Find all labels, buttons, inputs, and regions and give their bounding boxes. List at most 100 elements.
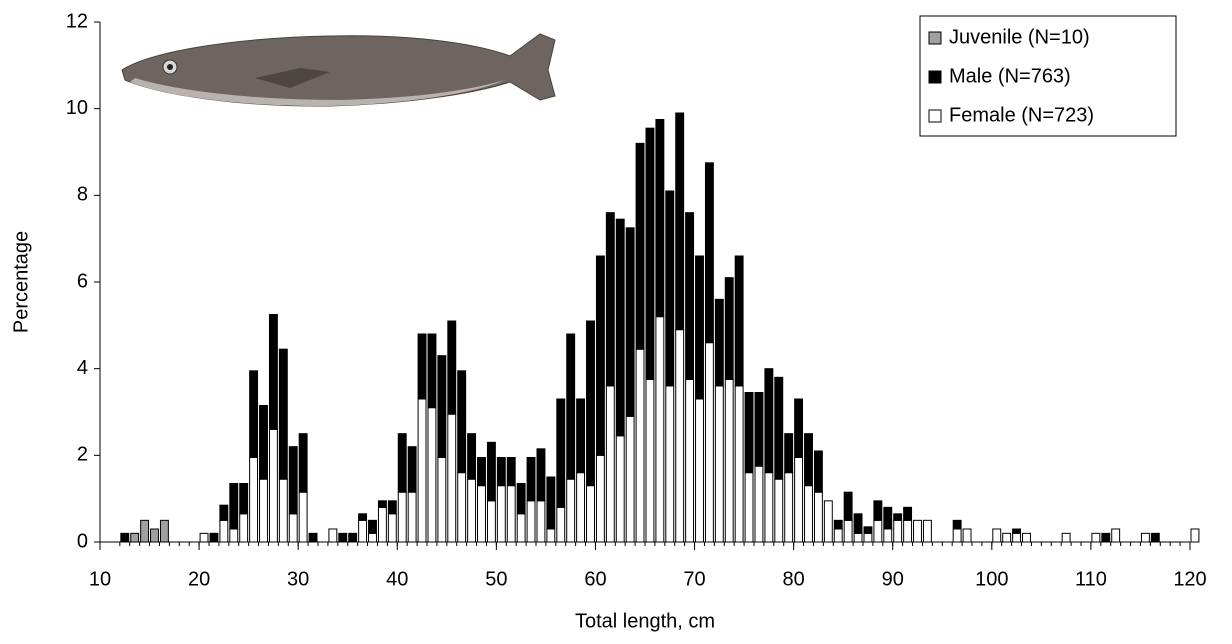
bar-segment xyxy=(219,504,229,521)
bar-segment xyxy=(140,519,150,543)
bar-segment xyxy=(457,472,467,543)
bar-segment xyxy=(427,333,437,409)
bar-segment xyxy=(843,519,853,543)
bar-segment xyxy=(298,491,308,543)
bar-segment xyxy=(714,298,724,387)
bar-segment xyxy=(120,532,130,543)
bar-segment xyxy=(308,532,318,543)
bar-segment xyxy=(526,500,536,543)
bar-segment xyxy=(556,506,566,543)
bar-segment xyxy=(397,491,407,543)
bar-segment xyxy=(883,528,893,543)
bar-segment xyxy=(219,519,229,543)
bar-segment xyxy=(744,472,754,543)
bar-segment xyxy=(407,446,417,493)
y-tick-label: 12 xyxy=(66,10,88,32)
fish-illustration xyxy=(121,33,556,107)
bar-segment xyxy=(259,478,268,543)
bar-segment xyxy=(467,433,477,480)
legend-label: Juvenile (N=10) xyxy=(949,26,1090,48)
bar-segment xyxy=(704,342,714,543)
legend-label: Male (N=763) xyxy=(949,65,1071,87)
bar-segment xyxy=(546,528,556,543)
bar-segment xyxy=(1012,532,1022,543)
bar-segment xyxy=(467,478,477,543)
bar-segment xyxy=(774,478,784,543)
bar-segment xyxy=(477,457,486,487)
bar-segment xyxy=(130,532,140,543)
bar-segment xyxy=(368,532,377,543)
bar-segment xyxy=(259,405,268,480)
legend-box xyxy=(919,15,1177,137)
bar-segment xyxy=(764,368,774,474)
bar-segment xyxy=(486,441,496,502)
bar-segment xyxy=(358,519,368,543)
bar-segment xyxy=(804,433,813,487)
bar-segment xyxy=(209,532,219,543)
bar-segment xyxy=(556,398,566,508)
x-tick-label: 20 xyxy=(188,568,210,590)
x-tick-label: 110 xyxy=(1075,568,1107,590)
bar-segment xyxy=(150,528,159,543)
bar-segment xyxy=(823,500,833,543)
x-tick-label: 80 xyxy=(783,568,805,590)
bar-segment xyxy=(338,532,348,543)
bar-segment xyxy=(595,255,605,456)
legend-swatch xyxy=(928,70,942,84)
bar-segment xyxy=(576,398,586,474)
bar-segment xyxy=(457,370,467,474)
bar-segment xyxy=(516,513,526,543)
bar-segment xyxy=(506,485,516,543)
bar-segment xyxy=(1012,528,1022,534)
x-tick-label: 10 xyxy=(89,568,111,590)
bar-segment xyxy=(437,355,447,458)
bar-segment xyxy=(794,398,804,458)
bar-segment xyxy=(685,379,695,543)
bar-segment xyxy=(784,433,794,474)
bar-segment xyxy=(883,506,893,530)
x-tick-label: 70 xyxy=(683,568,705,590)
bar-segment xyxy=(774,376,784,480)
bar-segment xyxy=(833,528,843,543)
bar-segment xyxy=(794,457,804,543)
bar-segment xyxy=(159,519,169,543)
bar-segment xyxy=(576,472,586,543)
x-tick-label: 100 xyxy=(975,568,1008,590)
bar-segment xyxy=(1061,532,1071,543)
bar-segment xyxy=(477,485,486,543)
bar-segment xyxy=(1150,532,1160,543)
bar-segment xyxy=(417,398,427,543)
bar-segment xyxy=(1190,528,1200,543)
bar-segment xyxy=(744,392,754,474)
bar-segment xyxy=(893,513,903,521)
bar-segment xyxy=(922,519,932,543)
bar-segment xyxy=(417,333,427,400)
legend-swatch xyxy=(928,31,942,45)
bar-segment xyxy=(724,277,734,380)
y-tick-label: 2 xyxy=(77,444,88,466)
legend-label: Female (N=723) xyxy=(949,104,1094,126)
bar-segment xyxy=(675,112,685,331)
bar-segment xyxy=(566,333,576,480)
bar-segment xyxy=(952,528,962,543)
bar-segment xyxy=(536,500,546,543)
bar-segment xyxy=(724,379,734,543)
bar-segment xyxy=(1091,532,1101,543)
bar-segment xyxy=(873,500,883,521)
x-tick-label: 90 xyxy=(882,568,904,590)
bar-segment xyxy=(625,415,635,543)
bar-segment xyxy=(615,435,625,543)
x-tick-label: 40 xyxy=(386,568,408,590)
bar-segment xyxy=(368,519,377,534)
bar-segment xyxy=(863,526,873,534)
x-tick-label: 30 xyxy=(287,568,309,590)
bar-segment xyxy=(853,532,863,543)
bar-segment xyxy=(526,457,536,502)
bar-segment xyxy=(229,483,239,530)
bar-segment xyxy=(239,513,249,543)
bar-segment xyxy=(615,218,625,437)
bar-segment xyxy=(734,385,744,543)
bar-segment xyxy=(407,491,417,543)
bar-segment xyxy=(833,519,843,530)
bar-segment xyxy=(1101,532,1111,543)
